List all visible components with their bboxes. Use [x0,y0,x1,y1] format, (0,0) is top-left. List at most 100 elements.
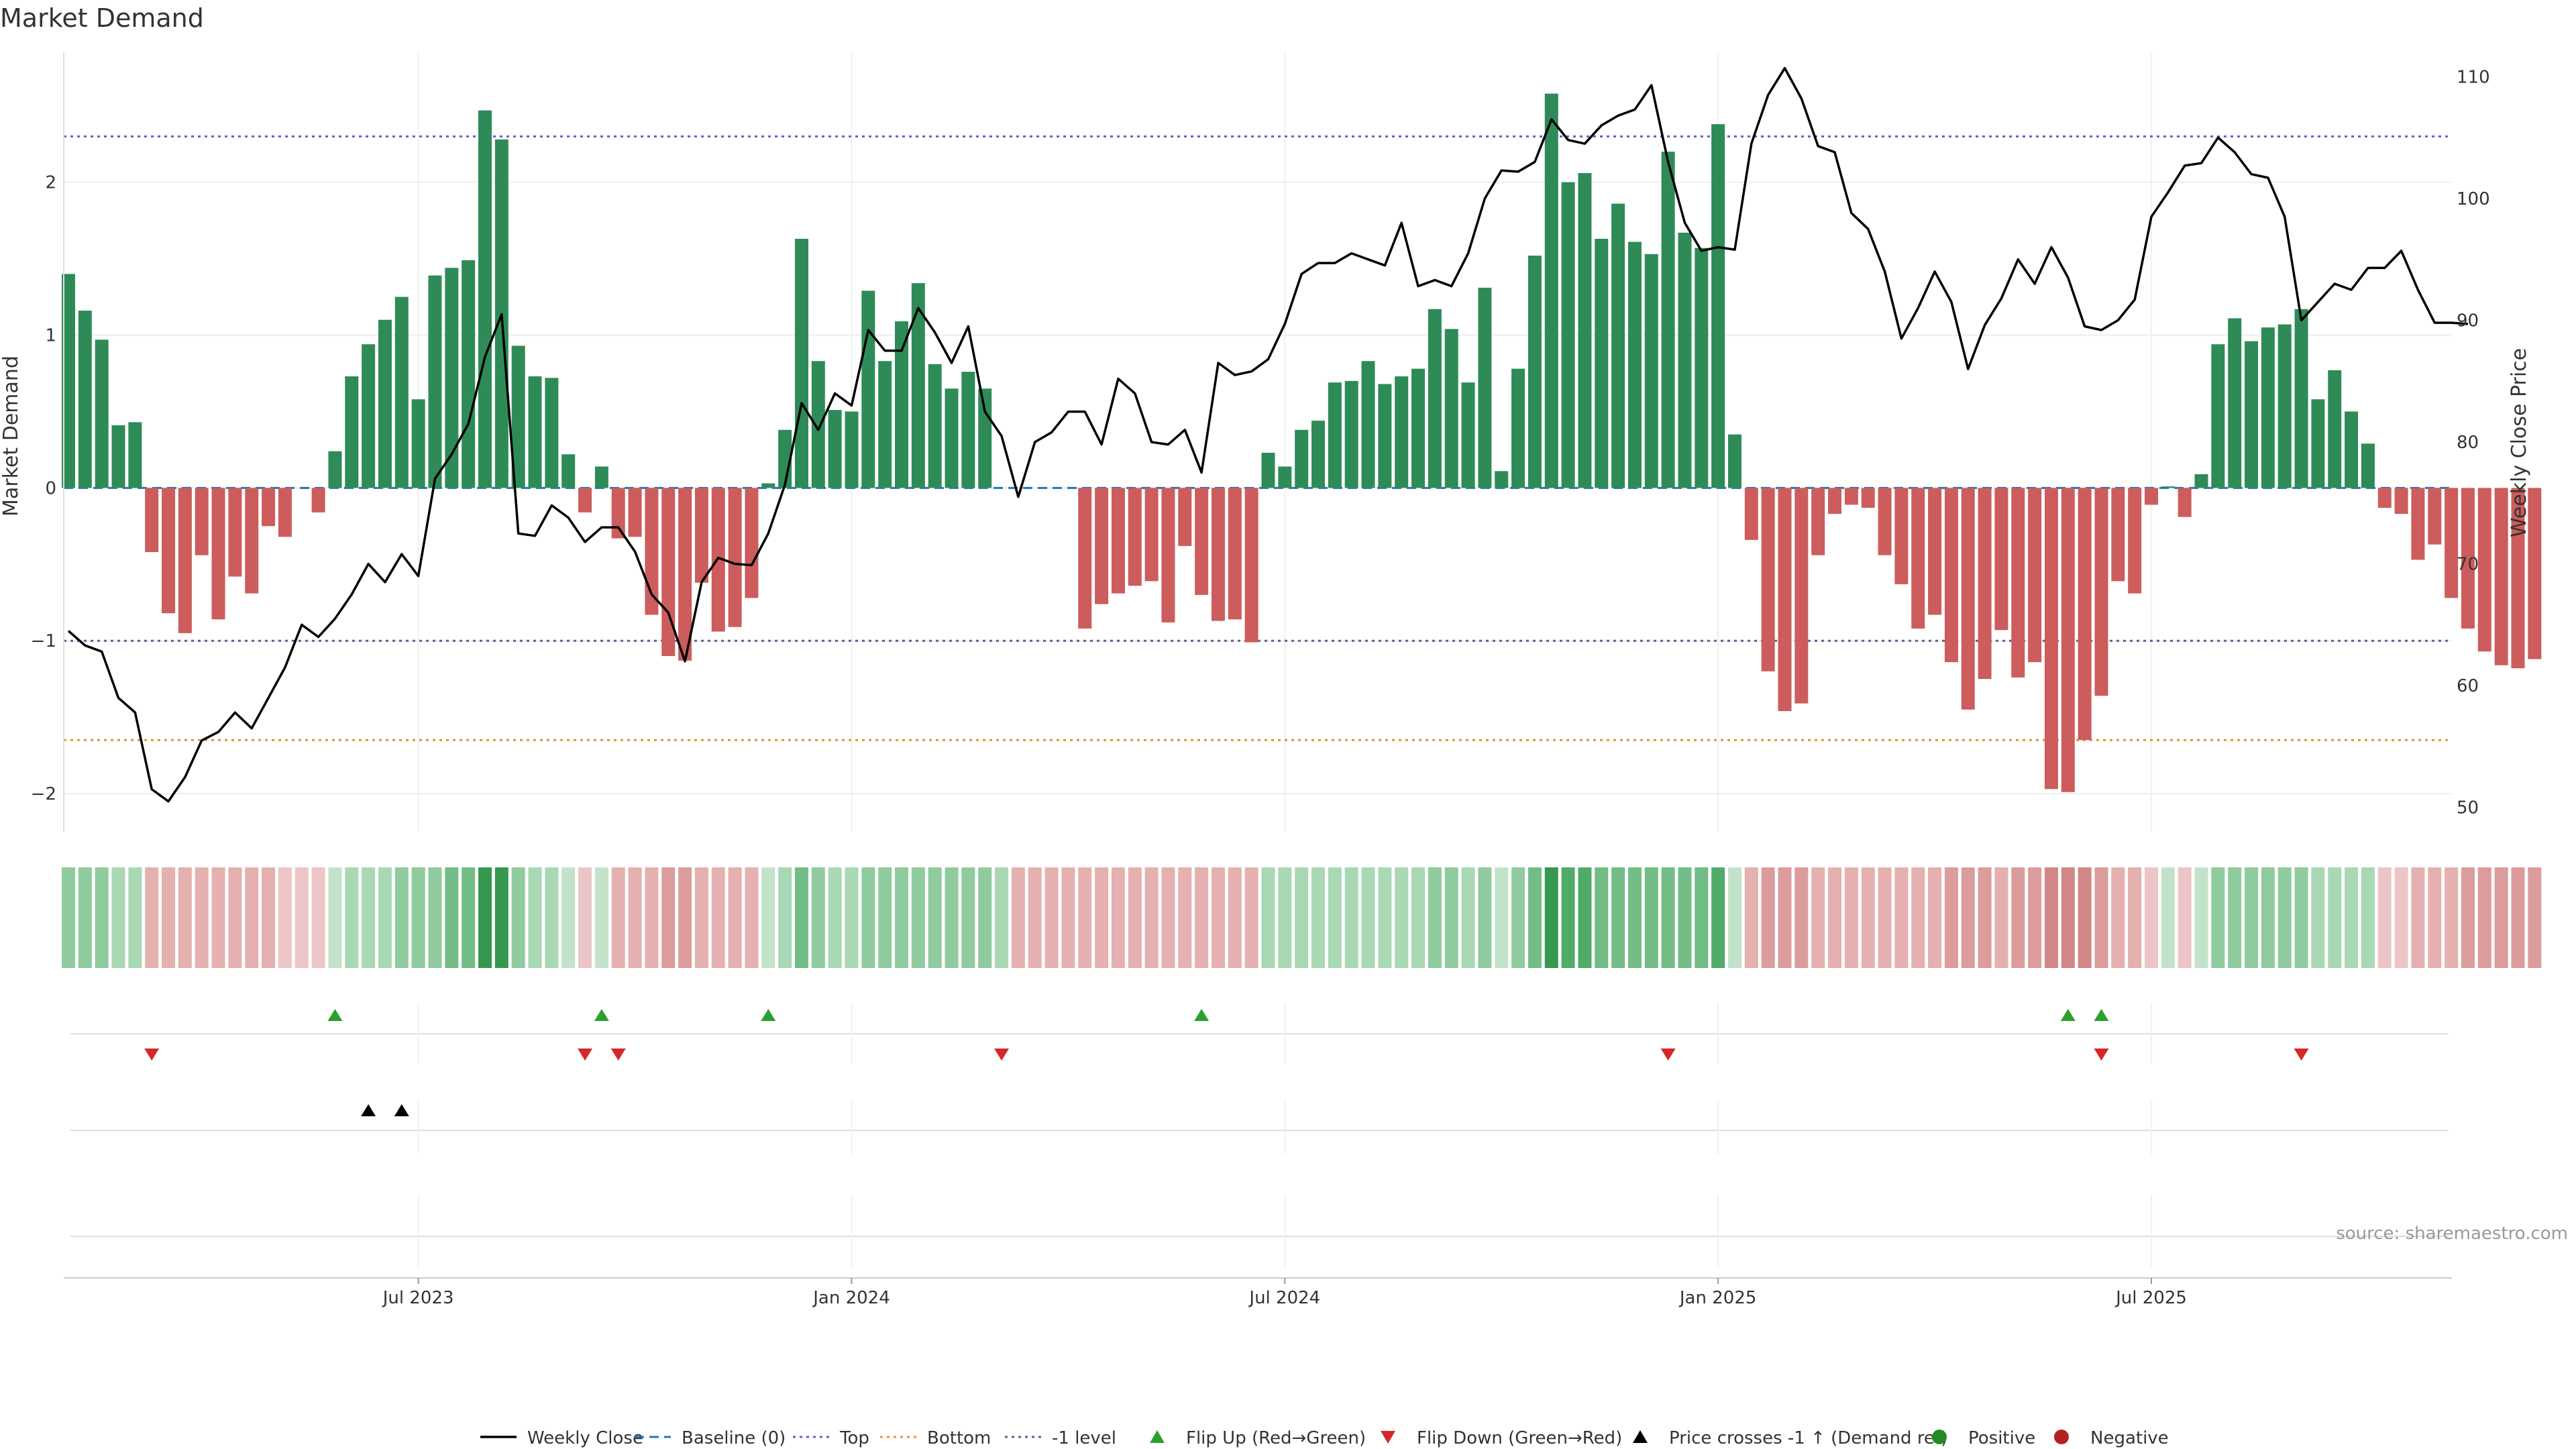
demand-bar [961,372,975,488]
demand-bar [462,260,476,488]
intensity-cell [128,867,142,968]
intensity-cell [1994,867,2008,968]
demand-bar [2311,399,2325,488]
demand-bar [1344,380,1358,488]
intensity-cell [2128,867,2142,968]
right-tick-label: 90 [2457,311,2479,331]
intensity-cell [728,867,742,968]
intensity-cell [761,867,775,968]
demand-bar [1444,329,1458,488]
demand-bar [2328,370,2342,488]
legend-key-price-cross [1633,1430,1648,1443]
weekly-close-polyline [67,66,2469,803]
demand-bar [445,268,459,488]
intensity-cell [2511,867,2525,968]
demand-bar [2361,443,2375,488]
demand-bar [2061,488,2075,792]
intensity-cell [1861,867,1875,968]
intensity-cell [1344,867,1358,968]
demand-bar [2494,488,2508,665]
demand-bar [62,274,75,488]
intensity-cell [1627,867,1642,968]
demand-bar [311,488,325,513]
intensity-cell [1544,867,1558,968]
intensity-cell [1978,867,1992,968]
intensity-cell [2228,867,2242,968]
intensity-cell [2194,867,2208,968]
intensity-cell [611,867,625,968]
demand-bar [328,451,342,488]
demand-bar [1561,182,1575,488]
x-tick-label: Jan 2025 [1678,1288,1757,1308]
demand-bar [1244,488,1258,643]
intensity-cell [1527,867,1542,968]
intensity-cell [1395,867,1409,968]
intensity-cell [2311,867,2325,968]
demand-bar [828,410,842,488]
intensity-cell [245,867,259,968]
intensity-cell [262,867,276,968]
demand-bar [95,339,109,488]
left-axis-label: Market Demand [0,356,23,517]
demand-bar [1611,203,1625,488]
legend-key-flip-up [1150,1430,1165,1443]
demand-bar [728,488,742,627]
legend-label: Price crosses -1 ↑ (Demand ref) [1669,1428,1947,1448]
demand-bar [78,311,92,488]
demand-bar [2511,488,2525,669]
intensity-cell [1195,867,1209,968]
intensity-cell [2277,867,2292,968]
demand-bar [1311,421,1325,488]
source-note: source: sharemaestro.com [2336,1224,2568,1244]
demand-bar [794,238,808,488]
flip-down-marker [144,1049,160,1061]
intensity-cell [1644,867,1658,968]
demand-bar [2011,488,2025,678]
intensity-cell [1744,867,1758,968]
intensity-cell [78,867,92,968]
demand-bar [478,110,492,488]
demand-bar [694,488,708,583]
demand-bar [1811,488,1825,555]
demand-bar [211,488,225,620]
intensity-cell [1011,867,1025,968]
demand-bar [745,488,759,598]
intensity-cell [1378,867,1392,968]
demand-bar [1395,376,1409,488]
flip-down-marker [610,1049,626,1061]
right-tick-label: 50 [2457,798,2479,818]
demand-bar [1861,488,1875,508]
demand-bar [1411,368,1426,488]
intensity-cell [1428,867,1442,968]
intensity-cell [1778,867,1792,968]
intensity-cell [1878,867,1892,968]
left-tick-label: −1 [31,631,56,651]
intensity-cell [911,867,925,968]
intensity-cell [1028,867,1042,968]
demand-bar [2261,327,2275,488]
intensity-cell [294,867,309,968]
intensity-cell [1111,867,1125,968]
intensity-cell [2477,867,2491,968]
legend-label: Baseline (0) [682,1428,786,1448]
demand-bar [1578,172,1592,488]
demand-bar [928,364,942,488]
intensity-cell [1495,867,1509,968]
demand-bar [2044,488,2058,790]
intensity-cell [2461,867,2475,968]
intensity-cell [845,867,859,968]
intensity-cell [1611,867,1625,968]
demand-bar [978,388,992,488]
intensity-cell [2061,867,2075,968]
demand-bar [1711,124,1725,488]
demand-bar [1627,241,1642,488]
x-tick-label: Jul 2023 [382,1288,454,1308]
right-axis-label: Weekly Close Price [2508,348,2531,537]
demand-bar [1944,488,1958,663]
demand-bar [845,411,859,488]
intensity-cell [2328,867,2342,968]
intensity-cell [1144,867,1159,968]
demand-bar [1878,488,1892,555]
demand-bar [145,488,159,553]
